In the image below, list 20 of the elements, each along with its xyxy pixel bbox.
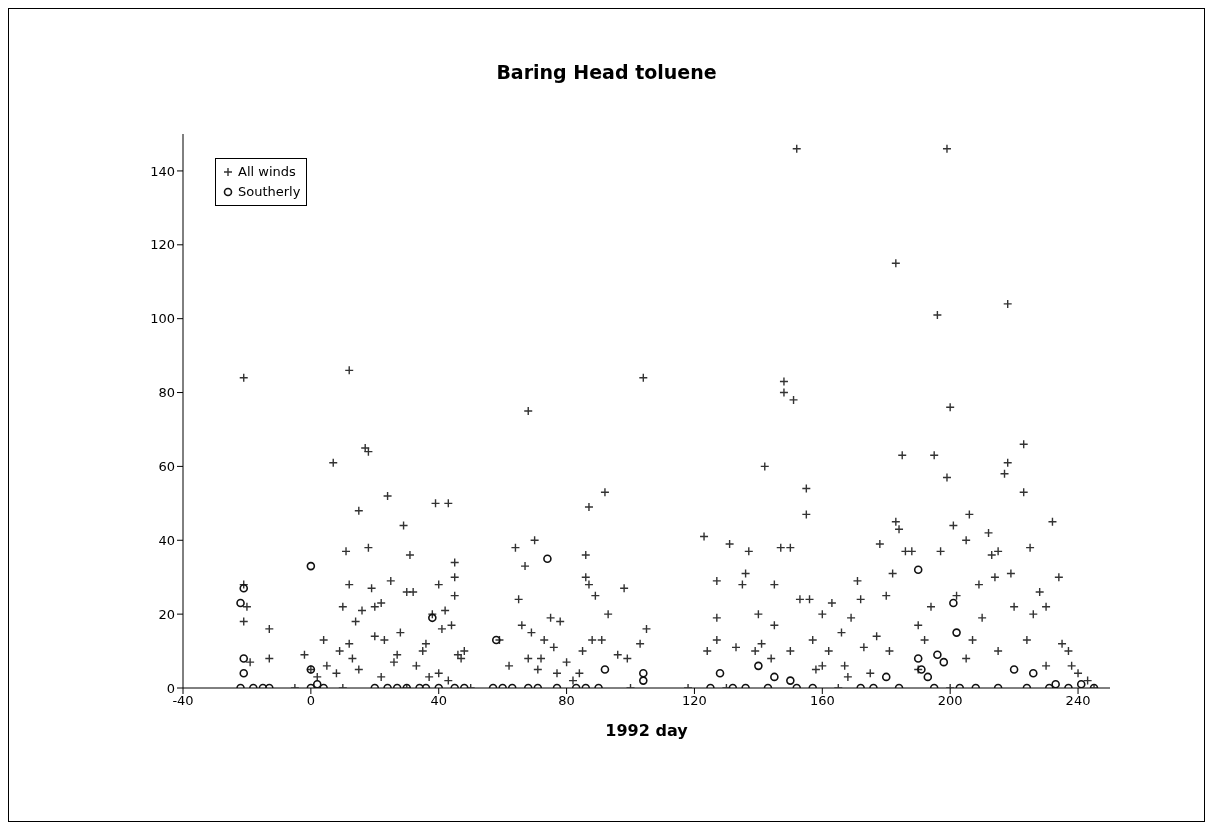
y-tick-label: 20 [158,606,175,622]
y-tick-label: 0 [166,680,175,696]
x-tick-label: -40 [172,693,194,709]
y-tick-label: 60 [158,459,175,475]
x-tick-label: 200 [937,693,963,709]
legend-label: Southerly [238,183,301,201]
y-tick-label: 120 [150,237,175,253]
x-tick-label: 80 [558,693,575,709]
x-tick-label: 120 [682,693,707,709]
x-tick-label: 160 [809,693,835,709]
x-tick-label: 0 [306,693,315,709]
y-tick-label: 80 [158,385,175,401]
y-tick-label: 100 [150,311,175,327]
legend-label: All winds [238,163,296,181]
chart-title: Baring Head toluene [495,61,718,83]
x-tick-label: 240 [1065,693,1091,709]
y-tick-label: 40 [158,532,175,548]
x-axis-title: 1992 day [605,721,689,740]
x-tick-label: 40 [430,693,447,709]
y-tick-label: 140 [150,163,175,179]
